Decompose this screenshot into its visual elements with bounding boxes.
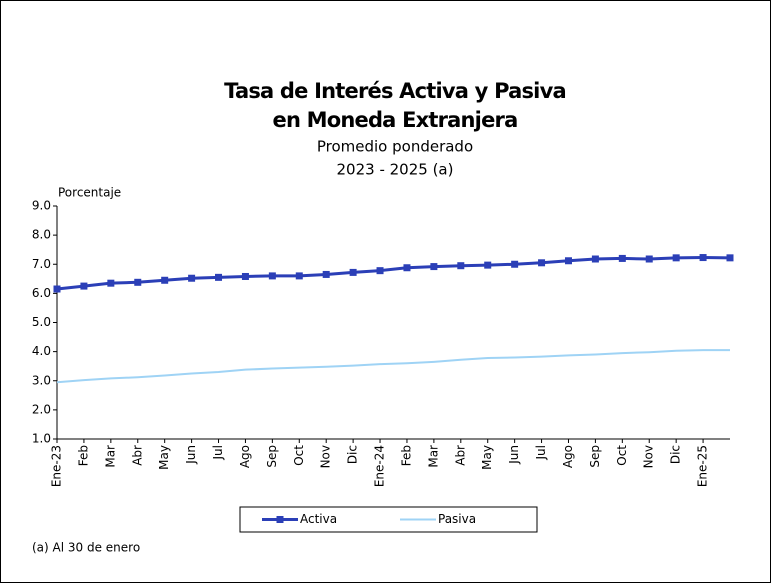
legend-label: Activa xyxy=(300,512,337,526)
legend-label: Pasiva xyxy=(438,512,476,526)
x-tick-label: Jul xyxy=(534,445,548,460)
x-tick-label: Feb xyxy=(399,445,413,466)
y-axis-label: Porcentaje xyxy=(58,186,121,200)
marker xyxy=(699,254,707,262)
marker xyxy=(726,254,734,262)
marker xyxy=(107,279,115,287)
x-tick-label: Mar xyxy=(103,445,117,468)
x-tick-label: Ene-24 xyxy=(373,445,387,487)
x-tick-label: Feb xyxy=(76,445,90,466)
x-tick-label: May xyxy=(157,445,171,470)
x-tick-label: Nov xyxy=(319,445,333,468)
marker xyxy=(645,255,653,263)
x-tick-label: Sep xyxy=(588,445,602,468)
x-tick-label: Ago xyxy=(238,445,252,468)
y-tick-label: 4.0 xyxy=(32,344,51,358)
series-line xyxy=(56,349,730,384)
y-tick-label: 1.0 xyxy=(32,432,51,446)
marker xyxy=(322,270,330,278)
series-line xyxy=(56,256,731,291)
y-tick-label: 8.0 xyxy=(32,228,51,242)
y-tick-label: 6.0 xyxy=(32,286,51,300)
marker xyxy=(403,264,411,272)
chart-title: Tasa de Interés Activa y Pasiva xyxy=(224,79,566,103)
chart-title: en Moneda Extranjera xyxy=(273,108,518,132)
marker xyxy=(188,274,196,282)
marker xyxy=(376,267,384,275)
x-tick-label: Abr xyxy=(130,445,144,466)
x-tick-label: Nov xyxy=(642,445,656,468)
x-tick-label: Dic xyxy=(669,445,683,464)
x-tick-label: Jul xyxy=(211,445,225,460)
marker xyxy=(484,261,492,269)
legend-marker xyxy=(276,516,284,523)
marker xyxy=(591,255,599,263)
x-tick-label: Abr xyxy=(453,445,467,466)
x-tick-label: Oct xyxy=(292,445,306,466)
marker xyxy=(457,262,465,270)
marker xyxy=(161,276,169,284)
y-tick-label: 3.0 xyxy=(32,373,51,387)
marker xyxy=(538,259,546,267)
note: (a) Al 30 de enero xyxy=(32,541,140,555)
y-tick-label: 9.0 xyxy=(32,199,51,213)
marker xyxy=(672,254,680,262)
marker xyxy=(430,263,438,271)
marker xyxy=(349,268,357,276)
marker xyxy=(134,278,142,286)
x-tick-label: Ago xyxy=(561,445,575,468)
marker xyxy=(215,273,223,281)
chart-subtitle: 2023 - 2025 (a) xyxy=(337,161,454,179)
x-tick-label: Oct xyxy=(615,445,629,466)
x-tick-label: Jun xyxy=(507,445,521,465)
x-tick-label: Ene-25 xyxy=(696,445,710,487)
x-tick-label: Ene-23 xyxy=(50,445,64,487)
marker xyxy=(618,254,626,262)
y-tick-label: 7.0 xyxy=(32,257,51,271)
marker xyxy=(241,272,249,280)
marker xyxy=(53,285,61,293)
x-tick-label: Sep xyxy=(265,445,279,468)
y-tick-label: 2.0 xyxy=(32,402,51,416)
marker xyxy=(268,272,276,280)
marker xyxy=(511,260,519,268)
y-tick-label: 5.0 xyxy=(32,315,51,329)
marker xyxy=(564,257,572,265)
chart-subtitle: Promedio ponderado xyxy=(317,138,473,156)
x-tick-label: Jun xyxy=(184,445,198,465)
x-tick-label: Mar xyxy=(426,445,440,468)
marker xyxy=(80,282,88,290)
marker xyxy=(295,272,303,280)
x-tick-label: Dic xyxy=(346,445,360,464)
x-tick-label: May xyxy=(480,445,494,470)
